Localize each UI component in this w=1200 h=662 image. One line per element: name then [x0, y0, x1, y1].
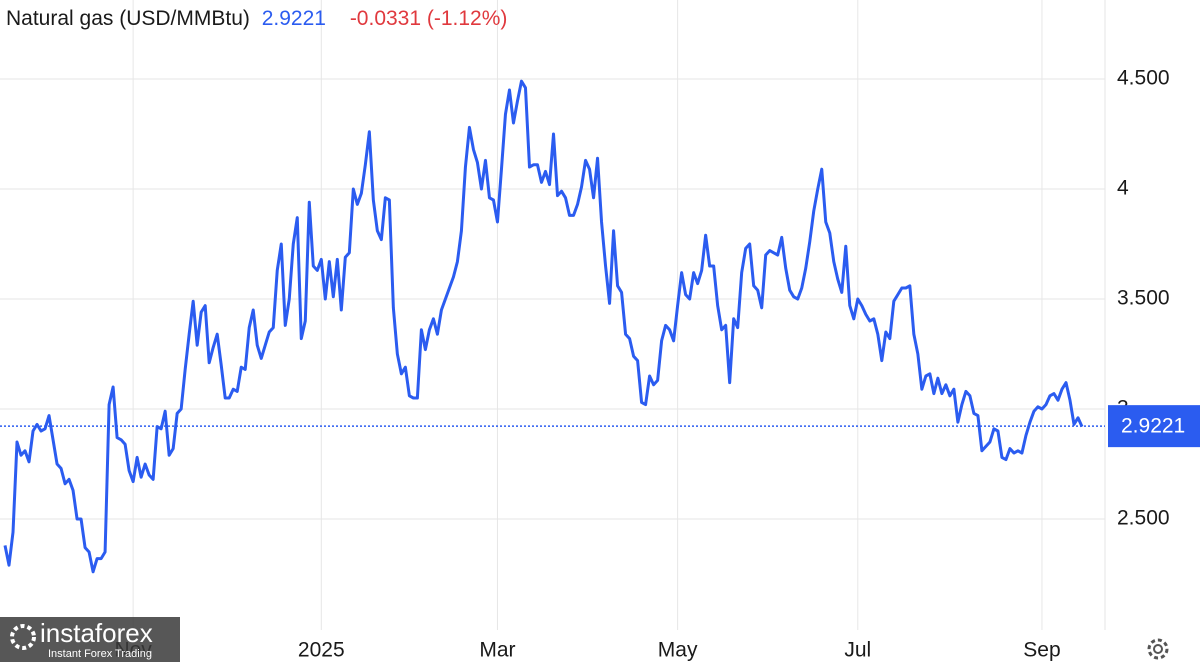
x-tick-label: 2025: [298, 639, 345, 662]
tagline: Instant Forex Trading: [48, 648, 152, 660]
x-tick-label: Mar: [479, 639, 515, 662]
y-tick-label: 4: [1117, 177, 1129, 200]
last-price-label: 2.9221: [1121, 415, 1185, 438]
logo: [10, 624, 36, 650]
gear[interactable]: [1147, 638, 1169, 660]
last-price: 2.9221: [262, 7, 326, 30]
watermark-bg: [0, 617, 180, 662]
settings-icon[interactable]: [1147, 638, 1169, 660]
labels: 2.50033.50044.500Nov2025MarMayJulSep2.92…: [114, 67, 1200, 662]
instrument: Natural gas (USD/MMBtu): [6, 7, 250, 30]
x-tick-label: May: [658, 639, 698, 662]
x-tick-label: Jul: [844, 639, 871, 662]
chart-title: Natural gas (USD/MMBtu) 2.9221 -0.0331 (…: [6, 7, 507, 30]
price-change: -0.0331 (-1.12%): [350, 7, 508, 30]
y-tick-label: 4.500: [1117, 67, 1170, 90]
gear-hub[interactable]: [1153, 644, 1163, 654]
last-price-box: [1108, 405, 1200, 448]
plot: [0, 79, 1105, 574]
y-tick-label: 2.500: [1117, 507, 1170, 530]
watermark: instaforex Instant Forex Trading: [0, 617, 180, 662]
price-line: [3, 79, 1084, 574]
x-tick-label: Sep: [1023, 639, 1060, 662]
brand: instaforex: [40, 618, 153, 648]
grid: [0, 0, 1105, 630]
y-tick-label: 3.500: [1117, 287, 1170, 310]
